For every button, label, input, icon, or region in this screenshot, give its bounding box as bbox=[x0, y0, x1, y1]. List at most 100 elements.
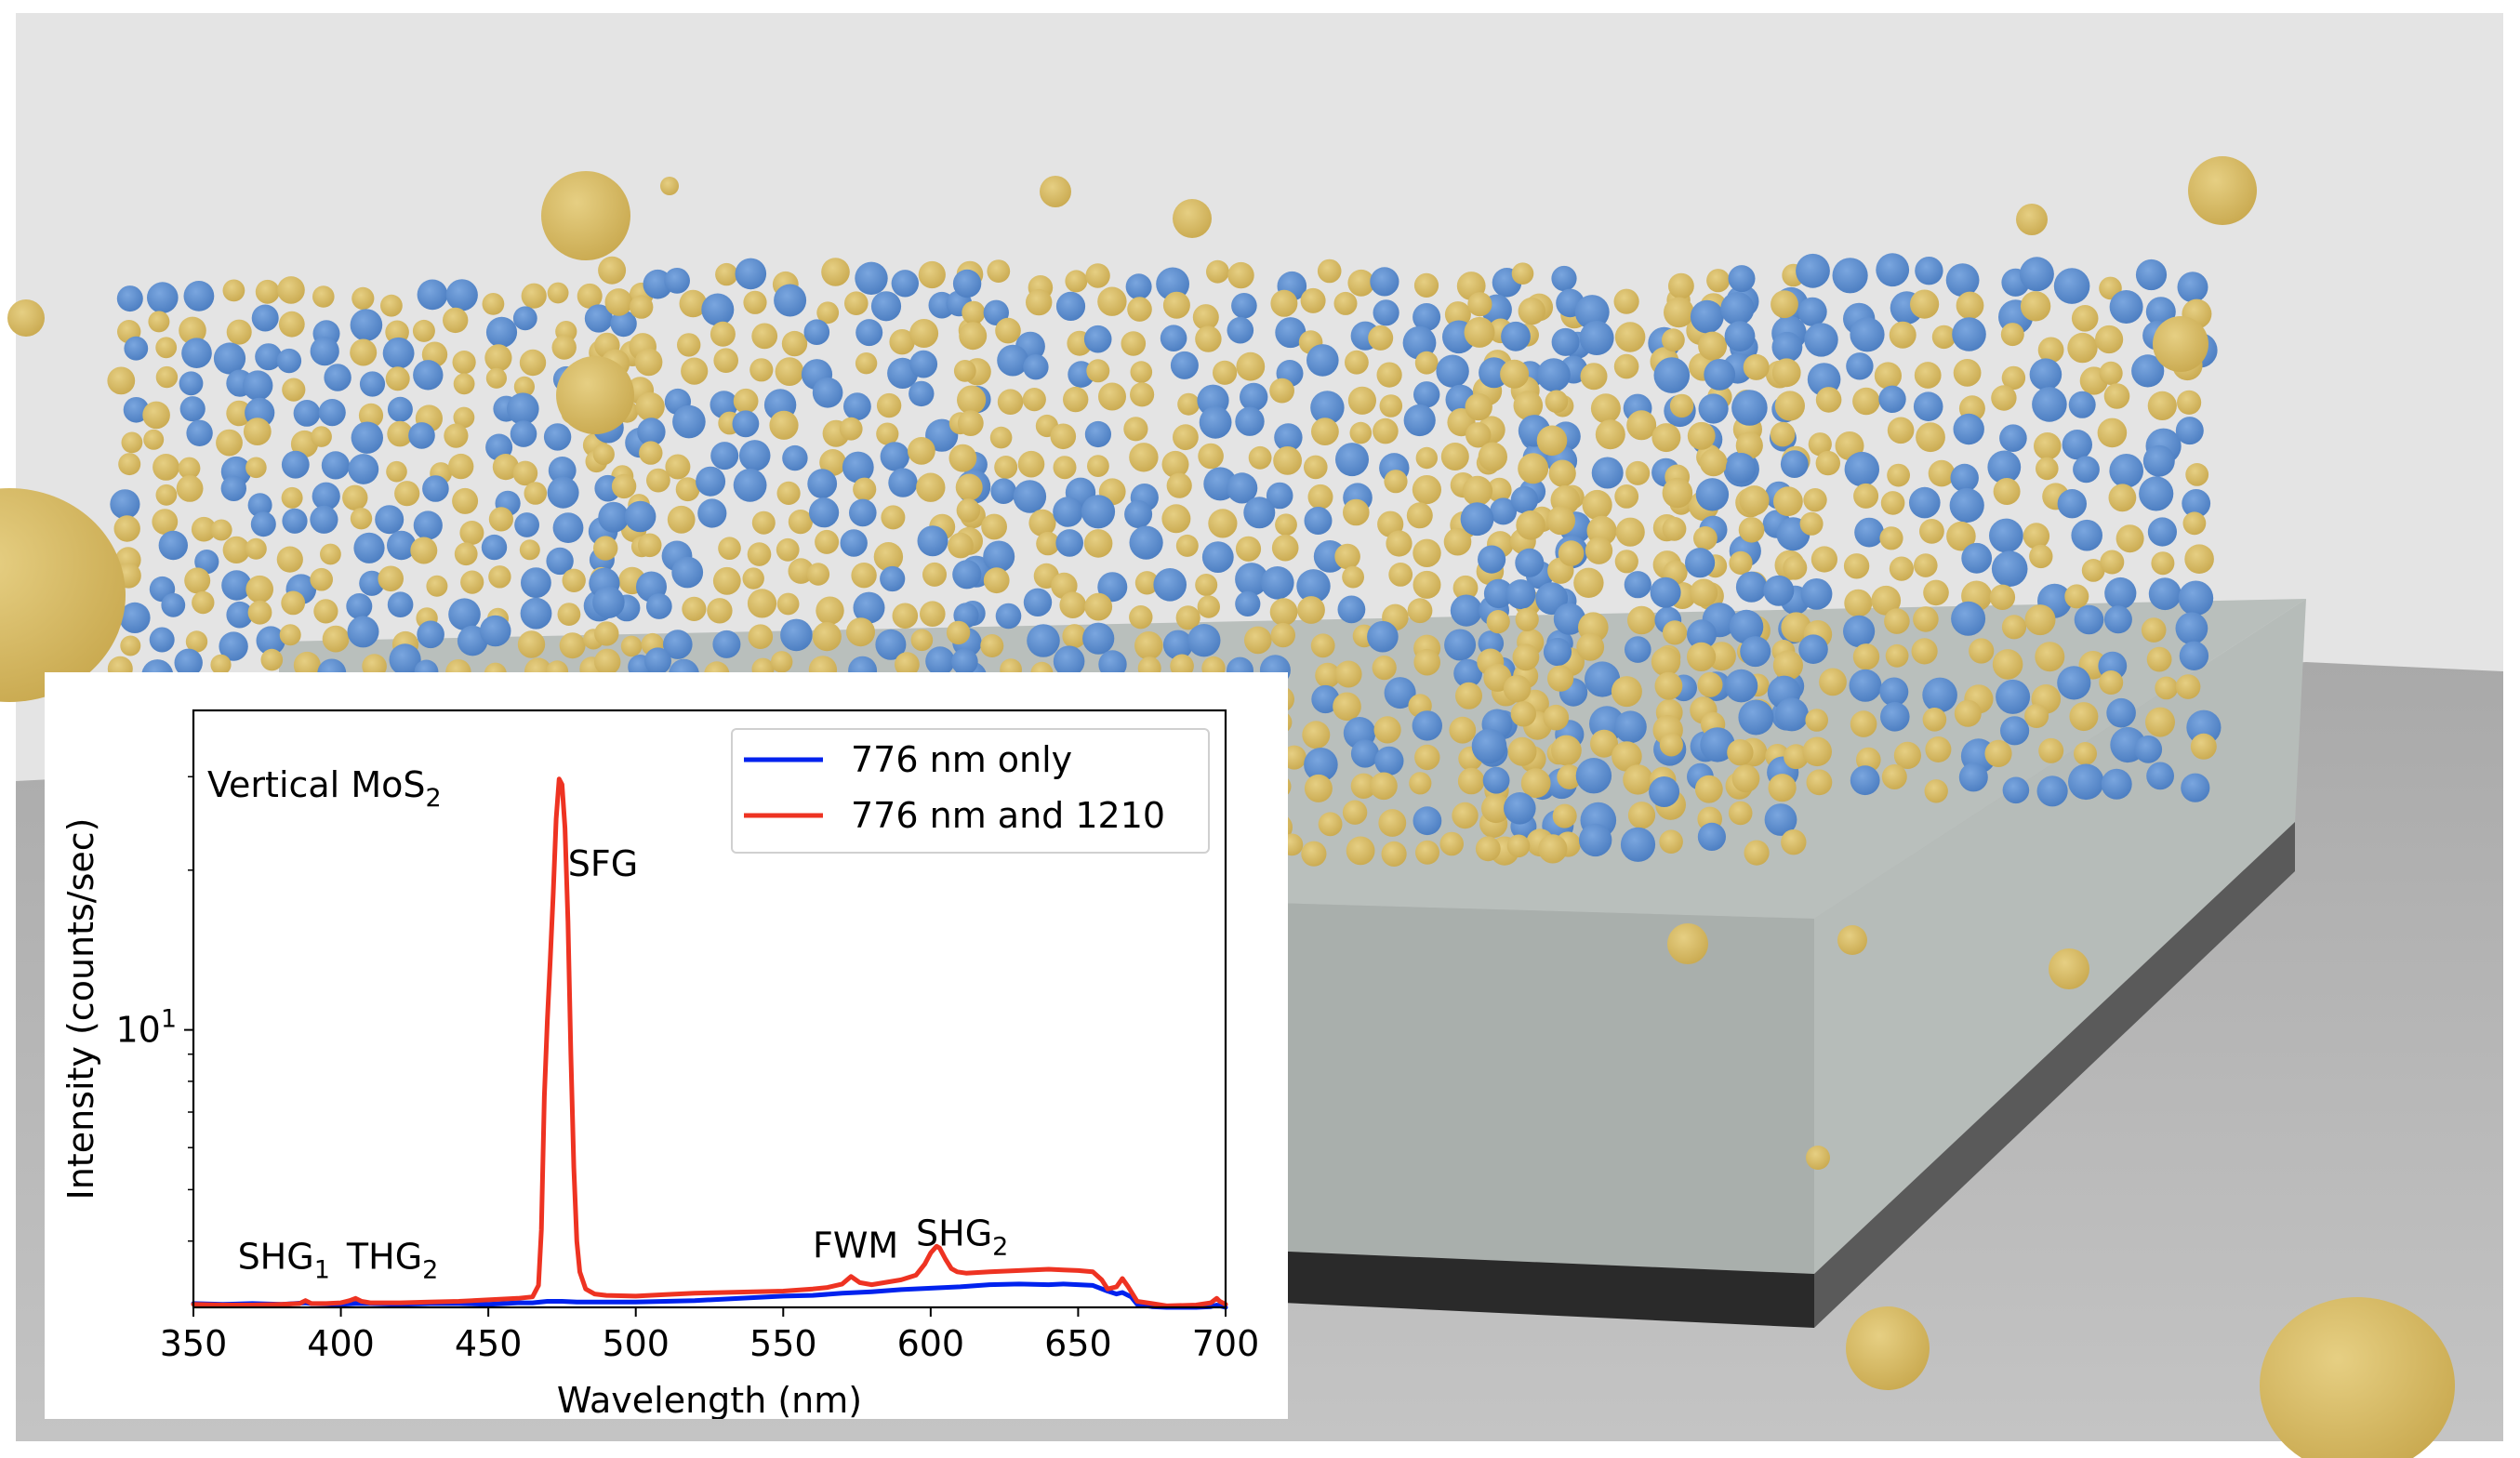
sulfur-atom bbox=[1304, 455, 1328, 480]
molybdenum-atom bbox=[1162, 630, 1193, 660]
molybdenum-atom bbox=[1483, 578, 1514, 609]
sulfur-atom bbox=[1663, 620, 1688, 645]
sulfur-sphere bbox=[556, 356, 634, 434]
sulfur-atom bbox=[1914, 362, 1942, 389]
sulfur-atom bbox=[243, 418, 272, 445]
molybdenum-atom bbox=[312, 482, 340, 510]
molybdenum-atom bbox=[219, 631, 248, 661]
sulfur-atom bbox=[1195, 574, 1218, 596]
molybdenum-atom bbox=[1402, 325, 1437, 360]
molybdenum-atom bbox=[147, 282, 179, 313]
sulfur-atom bbox=[1281, 745, 1306, 770]
sulfur-atom bbox=[781, 330, 808, 357]
molybdenum-atom bbox=[1764, 803, 1797, 836]
sulfur-atom bbox=[1881, 764, 1907, 789]
sulfur-atom bbox=[1161, 450, 1189, 478]
sulfur-atom bbox=[1373, 716, 1401, 744]
sulfur-atom bbox=[1378, 809, 1407, 837]
molybdenum-atom bbox=[1704, 359, 1736, 391]
sulfur-atom bbox=[1098, 382, 1126, 411]
molybdenum-atom bbox=[875, 629, 907, 660]
sulfur-atom bbox=[1028, 509, 1056, 537]
sulfur-atom bbox=[459, 521, 484, 545]
molybdenum-atom bbox=[1832, 258, 1868, 294]
sulfur-atom bbox=[2099, 361, 2123, 385]
molybdenum-atom bbox=[1804, 323, 1838, 357]
sulfur-atom bbox=[957, 410, 984, 436]
molybdenum-atom bbox=[891, 270, 919, 298]
sulfur-atom bbox=[776, 481, 801, 506]
sulfur-atom bbox=[1850, 710, 1877, 737]
molybdenum-atom bbox=[952, 560, 982, 590]
molybdenum-atom bbox=[735, 258, 767, 290]
spectrum-chart-panel: 350 400 450 500 550 600 650 700 101 Vertical Mo… bbox=[45, 672, 1288, 1419]
sulfur-atom bbox=[747, 542, 772, 566]
sulfur-atom bbox=[142, 401, 170, 430]
sulfur-atom bbox=[452, 487, 479, 514]
sulfur-atom bbox=[667, 505, 696, 534]
sulfur-atom bbox=[2108, 484, 2137, 512]
sulfur-atom bbox=[1913, 606, 1939, 632]
sulfur-atom bbox=[1735, 431, 1763, 459]
sulfur-atom bbox=[152, 509, 179, 535]
molybdenum-atom bbox=[1774, 697, 1809, 732]
x-axis-ticks: 350 400 450 500 550 600 650 700 bbox=[160, 1307, 1259, 1364]
sulfur-atom bbox=[2035, 642, 2065, 672]
molybdenum-atom bbox=[1367, 620, 1399, 653]
sulfur-atom bbox=[1853, 483, 1879, 509]
sulfur-atom bbox=[293, 651, 321, 679]
molybdenum-atom bbox=[310, 505, 338, 534]
molybdenum-atom bbox=[1951, 601, 1986, 636]
sulfur-atom bbox=[1969, 638, 1995, 664]
molybdenum-atom bbox=[1843, 615, 1876, 648]
sulfur-atom bbox=[1464, 316, 1495, 348]
sulfur-atom bbox=[1413, 272, 1439, 298]
sulfur-atom bbox=[1376, 362, 1402, 388]
sulfur-atom bbox=[153, 454, 179, 481]
sulfur-atom bbox=[387, 420, 413, 447]
sulfur-atom bbox=[113, 515, 140, 542]
sulfur-atom bbox=[1552, 803, 1577, 828]
molybdenum-atom bbox=[592, 586, 625, 618]
molybdenum-atom bbox=[1235, 563, 1268, 596]
sulfur-atom bbox=[1486, 610, 1510, 634]
molybdenum-atom bbox=[1913, 391, 1943, 422]
sulfur-sphere bbox=[1667, 923, 1708, 964]
sample-label: Vertical MoS2 bbox=[207, 764, 442, 813]
molybdenum-atom bbox=[1585, 661, 1621, 697]
molybdenum-atom bbox=[353, 532, 385, 563]
molybdenum-atom bbox=[1490, 497, 1518, 525]
molybdenum-atom bbox=[1170, 351, 1199, 379]
sulfur-atom bbox=[1922, 708, 1947, 732]
molybdenum-atom bbox=[221, 570, 252, 601]
sulfur-atom bbox=[1925, 736, 1952, 762]
molybdenum-atom bbox=[1579, 823, 1612, 857]
molybdenum-atom bbox=[1729, 609, 1764, 644]
sulfur-atom bbox=[1538, 834, 1568, 864]
sulfur-atom bbox=[1443, 527, 1472, 556]
molybdenum-atom bbox=[1780, 450, 1809, 478]
sulfur-atom bbox=[987, 259, 1011, 283]
sulfur-atom bbox=[983, 567, 1010, 594]
sulfur-atom bbox=[1301, 841, 1327, 867]
molybdenum-atom bbox=[1482, 766, 1510, 794]
molybdenum-atom bbox=[1235, 590, 1261, 617]
molybdenum-atom bbox=[1536, 358, 1571, 392]
sulfur-atom bbox=[1297, 596, 1325, 624]
sulfur-atom bbox=[1580, 363, 1608, 391]
sulfur-atom bbox=[635, 391, 665, 421]
sulfur-atom bbox=[378, 565, 405, 592]
sulfur-atom bbox=[184, 567, 211, 594]
molybdenum-atom bbox=[1987, 450, 2022, 484]
molybdenum-atom bbox=[174, 648, 203, 677]
molybdenum-atom bbox=[2148, 577, 2182, 611]
sulfur-atom bbox=[876, 422, 899, 445]
sulfur-atom bbox=[995, 317, 1021, 344]
sulfur-atom bbox=[821, 258, 850, 286]
sulfur-atom bbox=[185, 630, 208, 653]
molybdenum-atom bbox=[2071, 519, 2102, 551]
sulfur-atom bbox=[1173, 424, 1199, 451]
molybdenum-atom bbox=[855, 319, 883, 347]
sulfur-atom bbox=[910, 629, 934, 652]
molybdenum-atom bbox=[2106, 697, 2136, 728]
